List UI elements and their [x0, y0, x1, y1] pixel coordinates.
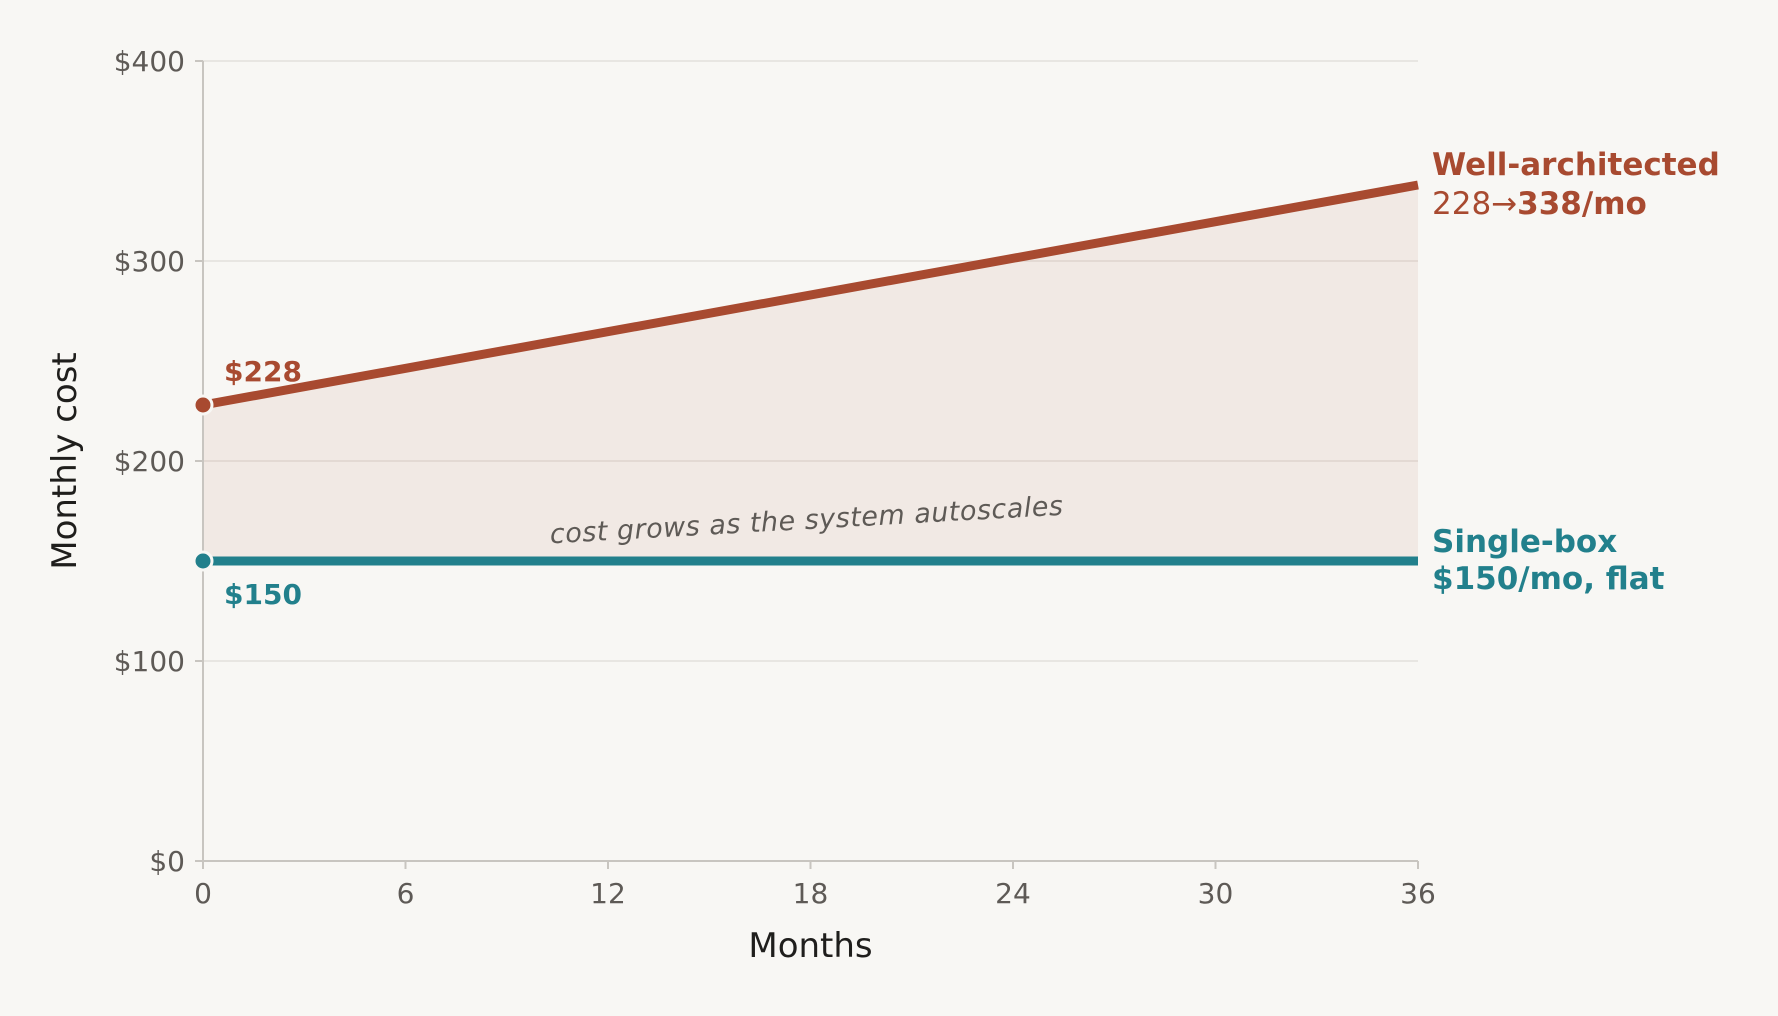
well-architected-start-label: $228 [224, 355, 302, 388]
y-tick-label: $400 [114, 45, 185, 78]
single-box-legend-name: Single-box [1432, 524, 1617, 560]
x-tick-label: 30 [1198, 877, 1234, 910]
x-tick-label: 24 [995, 877, 1031, 910]
x-tick-label: 18 [793, 877, 829, 910]
single-box-start-label: $150 [224, 578, 302, 611]
x-tick-label: 0 [194, 877, 212, 910]
y-tick-label: $100 [114, 645, 185, 678]
y-axis-title: Monthly cost [45, 352, 85, 569]
x-tick-label: 6 [397, 877, 415, 910]
x-tick-label: 36 [1400, 877, 1436, 910]
well-architected-range-value: 338/mo [1517, 186, 1647, 222]
axes: $0 $100 $200 $300 $400 0 6 12 18 24 30 36 [114, 45, 1436, 910]
y-tick-label: $300 [114, 245, 185, 278]
well-architected-legend-name: Well-architected [1432, 147, 1720, 183]
single-box-legend-detail: $150/mo, flat [1432, 561, 1665, 597]
series-lines [192, 180, 1419, 572]
x-axis-title: Months [748, 926, 872, 966]
y-tick-label: $0 [149, 845, 185, 878]
y-tick-label: $200 [114, 445, 185, 478]
well-architected-line [202, 180, 1419, 410]
well-architected-legend-range: 228→338/mo [1432, 186, 1647, 222]
grid-lines [203, 60, 1418, 662]
cost-gap-area [203, 185, 1418, 561]
well-architected-range-prefix: 228→ [1432, 186, 1517, 222]
well-architected-start-marker [192, 394, 214, 416]
x-tick-label: 12 [590, 877, 626, 910]
single-box-start-marker [192, 550, 214, 572]
